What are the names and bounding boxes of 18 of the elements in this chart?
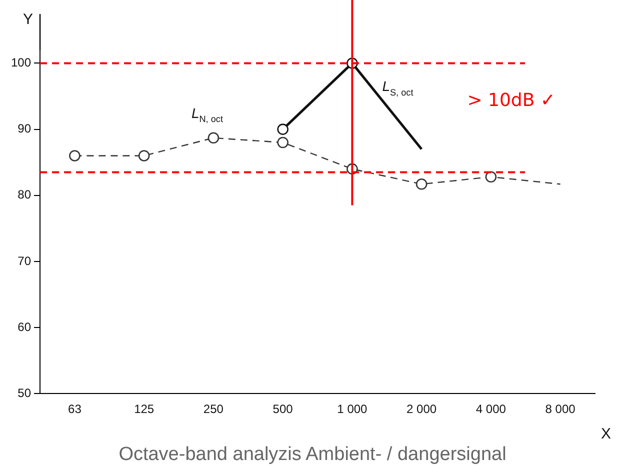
y-tick-label: 100 xyxy=(10,56,32,70)
x-tick-label: 500 xyxy=(272,402,294,416)
x-tick-label: 4 000 xyxy=(476,402,506,416)
annotation: > 10dB ✓ xyxy=(467,90,556,112)
y-tick-label: 90 xyxy=(18,122,32,136)
x-tick-label: 125 xyxy=(134,402,154,416)
x-tick-label: 63 xyxy=(68,402,82,416)
x-axis-title: X xyxy=(601,426,612,443)
y-axis-title: Y xyxy=(23,11,34,28)
x-tick-label: 2 000 xyxy=(406,402,437,416)
x-tick-label: 1 000 xyxy=(337,402,368,416)
text: Octave-band analyzis Ambient- / dangersignal xyxy=(118,444,508,466)
x-tick-label: 250 xyxy=(203,402,224,416)
y-tick-label: 60 xyxy=(18,320,32,334)
y-tick-label: 50 xyxy=(18,386,32,400)
x-tick-label: 8 000 xyxy=(545,402,576,416)
y-tick-label: 70 xyxy=(18,254,32,268)
y-tick-label: 80 xyxy=(18,188,32,202)
